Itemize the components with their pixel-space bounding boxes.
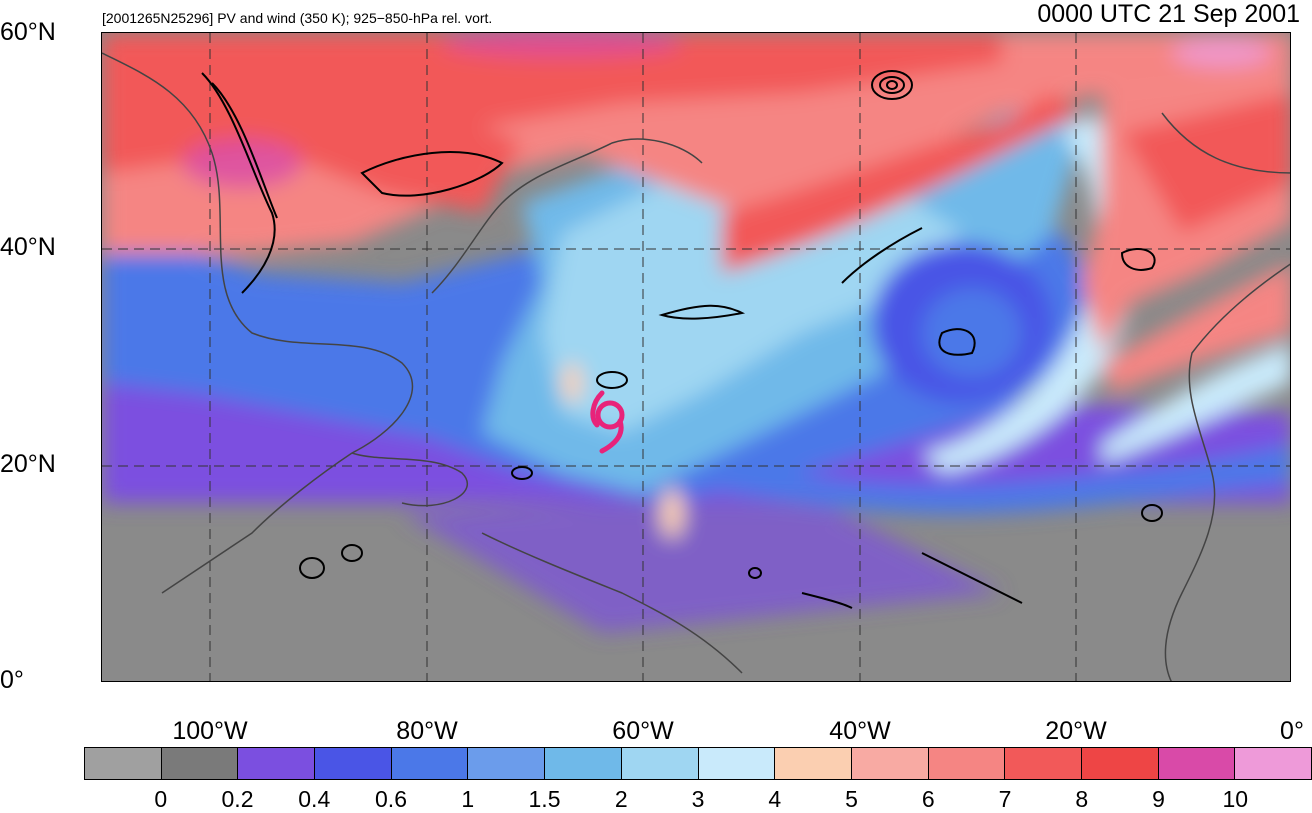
colorbar-tick-label: 1.5 — [528, 786, 561, 812]
map-gridlines — [102, 33, 1290, 681]
colorbar-swatch — [468, 748, 546, 779]
vorticity-contours — [201, 70, 1163, 609]
map-canvas — [102, 33, 1290, 681]
colorbar-tick-label: 0.2 — [221, 786, 254, 812]
colorbar-swatch — [1235, 748, 1311, 779]
colorbar-tick-label: 0.4 — [298, 786, 331, 812]
colorbar-tick-label: 10 — [1222, 786, 1249, 812]
colorbar-tick-label: 9 — [1152, 786, 1165, 812]
colorbar-tick-label: 7 — [998, 786, 1012, 812]
colorbar-swatch — [928, 748, 1006, 779]
colorbar-swatch — [1005, 748, 1082, 779]
colorbar-swatch — [545, 748, 622, 779]
colorbar-swatch — [238, 748, 316, 779]
pv-colorbar — [84, 747, 1312, 780]
colorbar-swatch — [698, 748, 776, 779]
lon-label-0: 0° — [1280, 717, 1304, 745]
colorbar-tick-label: 0 — [154, 786, 168, 812]
colorbar-swatch — [1081, 748, 1159, 779]
tropical-storm-symbol — [590, 390, 625, 454]
lat-label-40n: 40°N — [0, 233, 56, 261]
colorbar-swatch — [315, 748, 392, 779]
colorbar-tick-label: 3 — [691, 786, 705, 812]
colorbar-swatch — [161, 748, 239, 779]
colorbar-swatch — [1158, 748, 1236, 779]
lon-label-80w: 80°W — [396, 717, 458, 745]
lon-label-60w: 60°W — [612, 717, 674, 745]
colorbar-tick-label: 4 — [768, 786, 782, 812]
map-panel — [101, 32, 1291, 682]
colorbar-tick-label: 6 — [921, 786, 935, 812]
lon-label-20w: 20°W — [1045, 717, 1107, 745]
colorbar-tick-label: 5 — [845, 786, 858, 812]
colorbar-swatch — [621, 748, 699, 779]
lat-label-0: 0° — [0, 666, 24, 694]
colorbar-tick-label: 1 — [461, 786, 475, 812]
lon-label-40w: 40°W — [829, 717, 891, 745]
colorbar-swatch — [391, 748, 469, 779]
lat-label-60n: 60°N — [0, 18, 56, 46]
coastlines — [102, 52, 1290, 681]
colorbar-swatch — [775, 748, 852, 779]
colorbar-tick-label: 2 — [614, 786, 628, 812]
pv-field — [102, 33, 1290, 633]
map-subtitle: [2001265N25296] PV and wind (350 K); 925… — [102, 10, 493, 26]
colorbar-tick-label: 0.6 — [375, 786, 407, 812]
lon-label-100w: 100°W — [172, 717, 248, 745]
map-timestamp: 0000 UTC 21 Sep 2001 — [1037, 0, 1300, 28]
lat-label-20n: 20°N — [0, 450, 56, 478]
colorbar-swatch — [85, 748, 162, 779]
colorbar-swatch — [851, 748, 929, 779]
colorbar-tick-label: 8 — [1075, 786, 1089, 812]
